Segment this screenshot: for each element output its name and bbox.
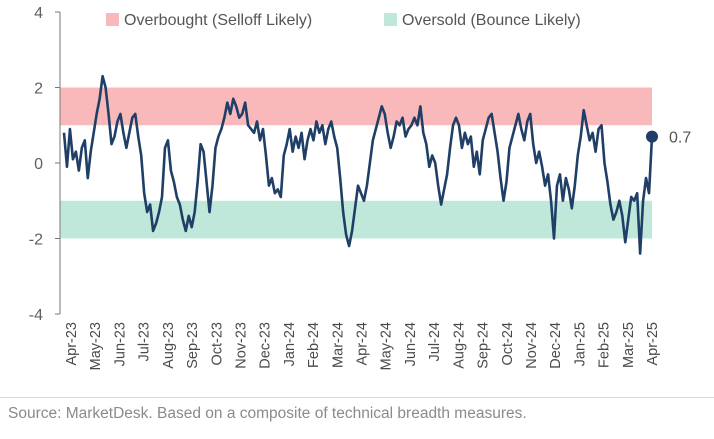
end-value-label: 0.7 bbox=[669, 130, 691, 147]
x-tick-label: May-23 bbox=[88, 322, 104, 370]
x-tick-label: Jun-24 bbox=[403, 322, 419, 366]
legend-swatch-1 bbox=[384, 13, 397, 26]
legend-label-0: Overbought (Selloff Likely) bbox=[124, 12, 312, 29]
x-tick-label: Feb-25 bbox=[597, 322, 613, 368]
x-tick-label: Mar-25 bbox=[621, 322, 637, 368]
band-0 bbox=[60, 87, 652, 126]
x-tick-label: Dec-24 bbox=[548, 322, 564, 369]
footer-divider bbox=[0, 397, 714, 398]
x-tick-label: Nov-24 bbox=[524, 322, 540, 369]
x-tick-label: Apr-23 bbox=[64, 322, 80, 366]
x-tick-label: Mar-24 bbox=[330, 322, 346, 368]
y-tick-label: 2 bbox=[34, 81, 43, 98]
x-tick-label: Sep-24 bbox=[476, 322, 492, 369]
x-tick-label: Jul-24 bbox=[427, 322, 443, 362]
x-tick-label: Nov-23 bbox=[233, 322, 249, 369]
x-tick-label: Feb-24 bbox=[306, 322, 322, 368]
y-tick-label: 4 bbox=[34, 5, 43, 22]
x-tick-label: Aug-23 bbox=[161, 322, 177, 369]
x-tick-label: Aug-24 bbox=[451, 322, 467, 369]
y-tick-label: 0 bbox=[34, 156, 43, 173]
source-note: Source: MarketDesk. Based on a composite… bbox=[8, 405, 527, 422]
end-point-marker bbox=[646, 130, 658, 143]
y-tick-label: -2 bbox=[29, 232, 43, 249]
x-tick-label: Jan-25 bbox=[572, 322, 588, 366]
x-tick-label: Jul-23 bbox=[137, 322, 153, 362]
series-line bbox=[62, 74, 654, 255]
legend: Overbought (Selloff Likely) Oversold (Bou… bbox=[106, 12, 581, 29]
x-tick-label: Dec-23 bbox=[258, 322, 274, 369]
x-tick-label: May-24 bbox=[379, 322, 395, 370]
y-ticks: 4 2 0 -2 -4 bbox=[29, 5, 60, 324]
x-tick-label: Oct-24 bbox=[500, 322, 516, 366]
bands-layer bbox=[60, 87, 652, 239]
x-tick-label: Sep-23 bbox=[185, 322, 201, 369]
x-tick-label: Apr-25 bbox=[645, 322, 661, 366]
x-tick-label: Apr-24 bbox=[355, 322, 371, 366]
legend-label-1: Oversold (Bounce Likely) bbox=[402, 12, 581, 29]
x-tick-label: Jan-24 bbox=[282, 322, 298, 366]
x-tick-label: Oct-23 bbox=[209, 322, 225, 366]
legend-swatch-0 bbox=[106, 13, 119, 26]
x-tick-label: Jun-23 bbox=[112, 322, 128, 366]
y-tick-label: -4 bbox=[29, 307, 43, 324]
x-ticks: Apr-23 May-23 Jun-23 Jul-23 Aug-23 Sep-23 Oct-… bbox=[64, 322, 661, 370]
